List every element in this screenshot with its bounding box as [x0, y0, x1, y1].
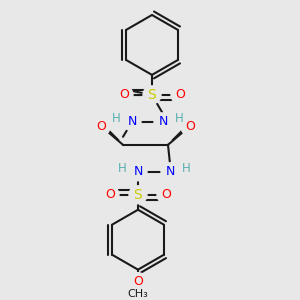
Text: S: S — [134, 188, 142, 202]
Circle shape — [101, 186, 119, 204]
Text: N: N — [158, 115, 168, 128]
Text: CH₃: CH₃ — [128, 289, 148, 298]
Circle shape — [129, 163, 147, 181]
Circle shape — [181, 118, 199, 136]
Text: H: H — [175, 112, 183, 125]
Circle shape — [92, 118, 110, 136]
Circle shape — [143, 86, 161, 104]
Text: O: O — [105, 188, 115, 201]
Circle shape — [123, 113, 141, 131]
Text: H: H — [112, 112, 120, 125]
Text: O: O — [185, 120, 195, 133]
Text: N: N — [127, 115, 137, 128]
Text: H: H — [182, 162, 190, 175]
Text: N: N — [165, 165, 175, 178]
Circle shape — [161, 163, 179, 181]
Circle shape — [129, 186, 147, 204]
Text: O: O — [161, 188, 171, 201]
Circle shape — [157, 186, 175, 204]
Circle shape — [154, 113, 172, 131]
Circle shape — [129, 273, 147, 291]
Text: O: O — [175, 88, 185, 101]
Text: N: N — [133, 165, 143, 178]
Text: H: H — [118, 162, 126, 175]
Circle shape — [171, 86, 189, 104]
Text: S: S — [148, 88, 156, 102]
Text: O: O — [96, 120, 106, 133]
Circle shape — [115, 86, 133, 104]
Text: O: O — [119, 88, 129, 101]
Text: O: O — [133, 275, 143, 288]
